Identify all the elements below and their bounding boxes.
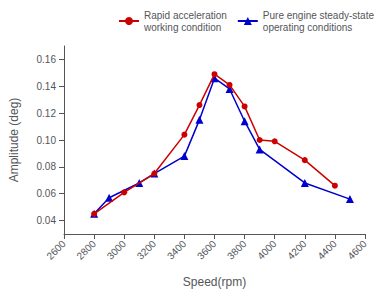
svg-text:Pure engine steady-state: Pure engine steady-state [263, 10, 375, 21]
svg-text:Rapid acceleration: Rapid acceleration [144, 10, 227, 21]
svg-text:operating conditions: operating conditions [263, 22, 353, 33]
svg-text:3200: 3200 [135, 238, 159, 262]
svg-text:0.16: 0.16 [37, 54, 57, 65]
svg-text:Amplitude (deg): Amplitude (deg) [7, 98, 21, 183]
svg-text:3000: 3000 [105, 238, 129, 262]
svg-text:Speed(rpm): Speed(rpm) [183, 275, 246, 289]
svg-text:4600: 4600 [345, 238, 369, 262]
svg-text:3400: 3400 [165, 238, 189, 262]
svg-text:0.10: 0.10 [37, 135, 57, 146]
svg-text:2600: 2600 [44, 238, 68, 262]
svg-text:3600: 3600 [195, 238, 219, 262]
svg-text:2800: 2800 [74, 238, 98, 262]
svg-text:0.14: 0.14 [37, 81, 57, 92]
svg-text:working condition: working condition [143, 22, 221, 33]
svg-text:0.08: 0.08 [37, 161, 57, 172]
svg-text:4200: 4200 [285, 238, 309, 262]
svg-text:4000: 4000 [255, 238, 279, 262]
svg-text:0.04: 0.04 [37, 215, 57, 226]
svg-text:0.06: 0.06 [37, 188, 57, 199]
svg-text:4400: 4400 [315, 238, 339, 262]
svg-text:3800: 3800 [225, 238, 249, 262]
svg-text:0.12: 0.12 [37, 108, 57, 119]
